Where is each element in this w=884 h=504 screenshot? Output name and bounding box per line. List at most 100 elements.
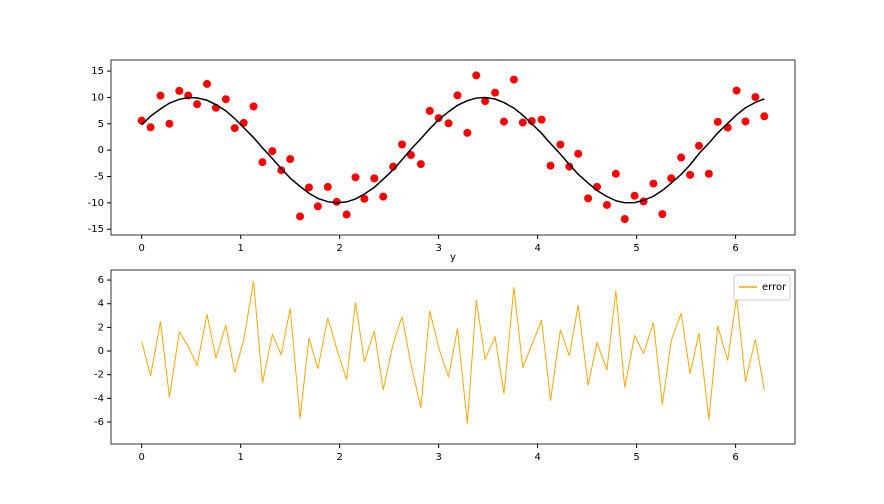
- x-tick-label: 6: [732, 452, 738, 463]
- y-tick-label: 0: [98, 145, 104, 156]
- scatter-point: [379, 192, 388, 201]
- scatter-point: [556, 140, 565, 149]
- scatter-point: [760, 112, 769, 121]
- scatter-point: [584, 194, 593, 203]
- x-tick-label: 1: [237, 452, 243, 463]
- scatter-point: [416, 160, 425, 169]
- legend-box: [733, 274, 791, 301]
- scatter-point: [677, 153, 686, 162]
- scatter-point: [694, 141, 703, 150]
- scatter-point: [741, 117, 750, 126]
- scatter-point: [277, 166, 286, 175]
- scatter-point: [258, 158, 267, 167]
- scatter-point: [332, 197, 341, 206]
- x-tick-label: 3: [435, 452, 441, 463]
- scatter-point: [602, 200, 611, 209]
- x-tick-label: 2: [336, 243, 342, 254]
- legend-label: error: [762, 282, 787, 293]
- scatter-point: [527, 117, 536, 126]
- scatter-point: [472, 71, 481, 80]
- scatter-point: [499, 117, 508, 126]
- scatter-point: [751, 93, 760, 102]
- x-tick-label: 2: [336, 452, 342, 463]
- y-tick-label: 2: [98, 322, 104, 333]
- scatter-point: [268, 147, 277, 156]
- x-tick-label: 6: [732, 243, 738, 254]
- scatter-point: [249, 102, 258, 111]
- scatter-point: [137, 116, 146, 125]
- scatter-point: [193, 100, 202, 109]
- y-tick-label: -5: [94, 171, 104, 182]
- y-tick-label: -4: [94, 393, 104, 404]
- scatter-point: [481, 97, 490, 106]
- scatter-point: [286, 155, 295, 164]
- scatter-point: [704, 169, 713, 178]
- scatter-point: [658, 210, 667, 219]
- scatter-point: [444, 119, 453, 128]
- scatter-point: [146, 123, 155, 132]
- y-tick-label: -15: [88, 224, 104, 235]
- x-tick-label: 0: [138, 243, 144, 254]
- scatter-point: [611, 169, 620, 178]
- scatter-point: [360, 194, 369, 203]
- scatter-point: [296, 212, 305, 221]
- plot-area: [141, 281, 765, 424]
- y-tick-label: 6: [98, 275, 104, 286]
- x-tick-label: 1: [237, 243, 243, 254]
- scatter-point: [453, 91, 462, 100]
- y-tick-label: 0: [98, 346, 104, 357]
- x-tick-label: 5: [633, 243, 639, 254]
- axes-frame: [110, 59, 796, 236]
- scatter-point: [156, 91, 165, 100]
- scatter-point: [406, 151, 415, 160]
- scatter-point: [732, 86, 741, 95]
- scatter-point: [723, 123, 732, 132]
- x-tick-label: 4: [534, 452, 540, 463]
- x-axis-label: y: [450, 252, 456, 263]
- scatter-point: [518, 118, 527, 127]
- x-tick-label: 4: [534, 243, 540, 254]
- scatter-point: [649, 179, 658, 188]
- y-tick-label: 5: [98, 119, 104, 130]
- scatter-point: [323, 182, 332, 191]
- scatter-point: [509, 75, 518, 84]
- y-tick-label: -6: [94, 417, 104, 428]
- scatter-point: [398, 140, 407, 149]
- scatter-point: [546, 161, 555, 170]
- line-series: [141, 96, 765, 204]
- scatter-point: [491, 88, 500, 97]
- scatter-point: [537, 115, 546, 124]
- x-tick-label: 5: [633, 452, 639, 463]
- scatter-point: [203, 79, 212, 88]
- scatter-point: [630, 191, 639, 200]
- scatter-point: [230, 124, 239, 133]
- y-tick-label: -10: [88, 198, 104, 209]
- scatter-point: [313, 202, 322, 211]
- x-tick-label: 3: [435, 243, 441, 254]
- scatter-point: [620, 215, 629, 224]
- scatter-point: [425, 106, 434, 115]
- scatter-point: [686, 170, 695, 179]
- scatter-point: [574, 149, 583, 158]
- scatter-point: [565, 162, 574, 171]
- scatter-point: [221, 95, 230, 104]
- scatter-point: [304, 183, 313, 192]
- scatter-point: [351, 173, 360, 182]
- x-tick-label: 0: [138, 452, 144, 463]
- scatter-point: [713, 117, 722, 126]
- scatter-point: [434, 114, 443, 123]
- scatter-point: [667, 174, 676, 183]
- axes-frame: [110, 269, 796, 445]
- plot-area: [137, 71, 769, 224]
- scatter-point: [370, 174, 379, 183]
- scatter-point: [463, 128, 472, 137]
- scatter-point: [165, 119, 174, 128]
- y-tick-label: 10: [91, 92, 104, 103]
- line-series: [141, 281, 765, 424]
- scatter-point: [342, 210, 351, 219]
- scatter-point: [175, 86, 184, 95]
- y-tick-label: -2: [94, 370, 104, 381]
- y-tick-label: 4: [98, 299, 104, 310]
- y-tick-label: 15: [91, 66, 104, 77]
